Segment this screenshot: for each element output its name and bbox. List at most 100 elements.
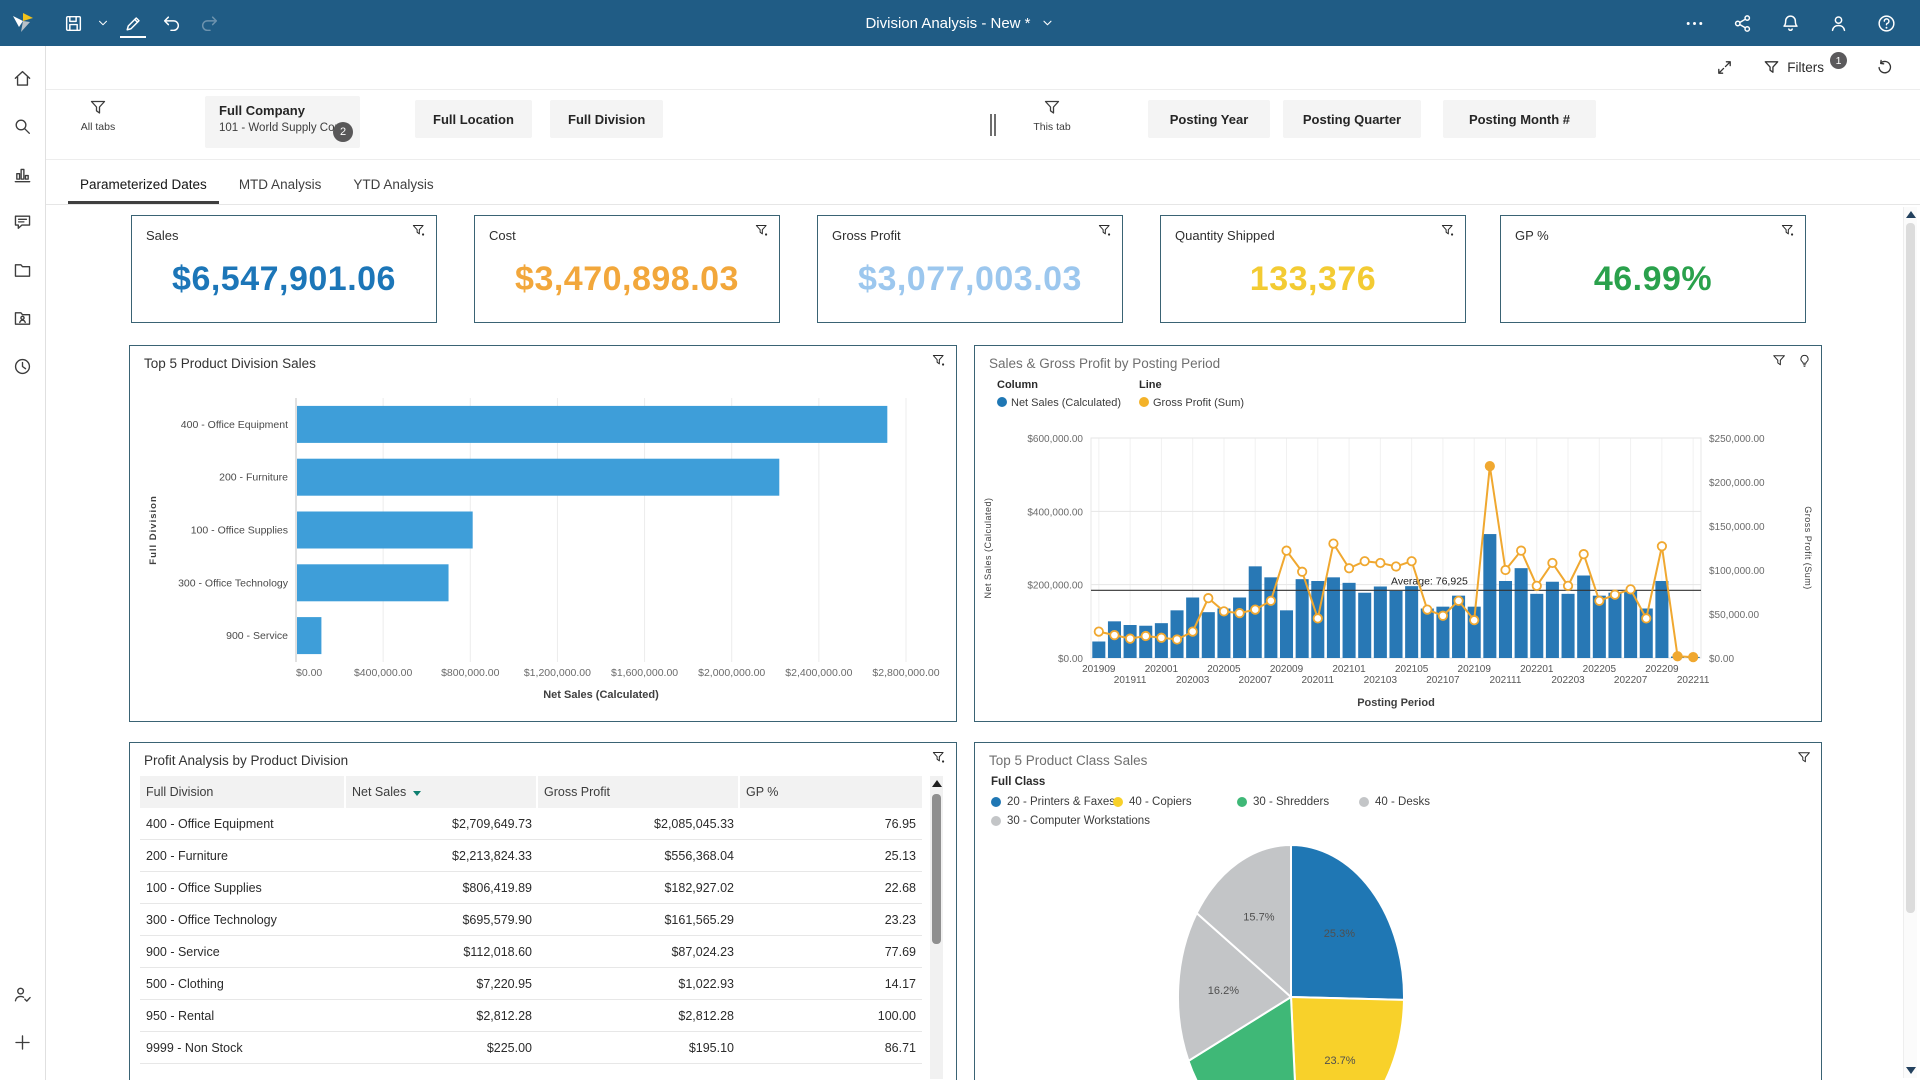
column-202204[interactable]: [1577, 575, 1591, 659]
line-point-202112[interactable]: [1516, 545, 1527, 556]
line-point-202004[interactable]: [1203, 593, 1214, 604]
dashboard-title-menu[interactable]: Division Analysis - New *: [865, 0, 1054, 46]
line-point-202010[interactable]: [1297, 566, 1308, 577]
line-point-202207[interactable]: [1625, 584, 1636, 595]
legend-item[interactable]: 30 - Computer Workstations: [991, 815, 1150, 827]
line-point-202002[interactable]: [1171, 634, 1183, 645]
column-202012[interactable]: [1326, 577, 1340, 658]
funnel-icon[interactable]: [1780, 223, 1797, 240]
kpi-card-grossprofit[interactable]: Gross Profit $3,077,003.03: [817, 215, 1123, 323]
combo-chart-card[interactable]: Sales & Gross Profit by Posting Period Co…: [974, 345, 1822, 722]
line-point-202206[interactable]: [1609, 589, 1621, 600]
filter-dock-splitter[interactable]: [988, 114, 998, 136]
table-row[interactable]: 300 - Office Technology $695,579.90 $161,5…: [140, 904, 922, 936]
sidebar-item-chat-icon[interactable]: [0, 198, 46, 246]
scroll-up-icon[interactable]: [1905, 211, 1916, 218]
pie-slice-40 - Desks[interactable]: [1176, 911, 1293, 1063]
sidebar-item-user-folder-icon[interactable]: [0, 294, 46, 342]
line-point-202102[interactable]: [1359, 556, 1370, 567]
line-point-202205[interactable]: [1594, 595, 1605, 606]
column-202102[interactable]: [1358, 592, 1372, 658]
pie-slice-20 - Printers & Faxes[interactable]: [1290, 843, 1406, 1001]
column-202103[interactable]: [1373, 586, 1387, 659]
column-202209[interactable]: [1655, 581, 1669, 658]
sidebar-item-search-icon[interactable]: [0, 102, 46, 150]
funnel-icon[interactable]: [931, 750, 948, 767]
bar-100 - Office Supplies[interactable]: [297, 511, 473, 549]
table-row[interactable]: 500 - Clothing $7,220.95 $1,022.93 14.17: [140, 968, 922, 1000]
column-202004[interactable]: [1201, 612, 1215, 658]
line-point-201912[interactable]: [1140, 630, 1151, 642]
scroll-up-icon[interactable]: [931, 780, 942, 787]
line-point-202009[interactable]: [1281, 545, 1292, 556]
column-202101[interactable]: [1342, 582, 1356, 658]
column-header-fulldivision[interactable]: Full Division: [140, 776, 344, 808]
bar-chart-card[interactable]: Top 5 Product Division Sales $0.00 $400,00…: [129, 345, 957, 722]
line-point-202202[interactable]: [1547, 557, 1558, 569]
funnel-icon[interactable]: [1097, 223, 1114, 240]
line-point-202007[interactable]: [1250, 604, 1261, 615]
pie-chart-svg[interactable]: 25.3% 23.7% 16.2% 15.7%: [975, 743, 1821, 1080]
edit-icon[interactable]: [114, 6, 152, 40]
line-point-202105[interactable]: [1406, 556, 1417, 567]
legend-item[interactable]: 30 - Shredders: [1237, 796, 1329, 808]
line-point-202011[interactable]: [1312, 613, 1323, 624]
notifications-icon[interactable]: [1766, 6, 1814, 40]
line-point-202204[interactable]: [1578, 549, 1589, 560]
funnel-icon[interactable]: [1771, 353, 1788, 370]
bar-chart-svg[interactable]: $0.00 $400,000.00 $800,000.00 $1,200,000.00…: [130, 380, 956, 721]
all-tabs-filter-scope[interactable]: All tabs: [68, 98, 128, 133]
column-202201[interactable]: [1530, 593, 1544, 658]
funnel-icon[interactable]: [754, 223, 771, 240]
combo-chart-svg[interactable]: Column Net Sales (Calculated) Line Gross Pr…: [975, 374, 1821, 721]
table-row[interactable]: 200 - Furniture $2,213,824.33 $556,368.04 2…: [140, 840, 922, 872]
column-202205[interactable]: [1592, 595, 1606, 658]
column-202207[interactable]: [1624, 590, 1638, 658]
column-202108[interactable]: [1452, 595, 1466, 658]
column-202203[interactable]: [1561, 593, 1575, 658]
table-row[interactable]: 100 - Office Supplies $806,419.89 $182,927…: [140, 872, 922, 904]
filter-pill-full-company[interactable]: Full Company 101 - World Supply Corpo2: [205, 96, 360, 148]
column-202002[interactable]: [1170, 610, 1184, 658]
kpi-card-cost[interactable]: Cost $3,470,898.03: [474, 215, 780, 323]
redo-icon[interactable]: [190, 6, 228, 40]
line-point-202101[interactable]: [1343, 563, 1355, 574]
table-scrollbar[interactable]: [930, 776, 943, 1079]
filter-pill-full-division[interactable]: Full Division: [550, 100, 664, 138]
line-point-202103[interactable]: [1375, 557, 1386, 569]
table-row[interactable]: 400 - Office Equipment $2,709,649.73 $2,08…: [140, 808, 922, 840]
line-point-201911[interactable]: [1125, 633, 1136, 644]
bar-200 - Furniture[interactable]: [297, 458, 780, 496]
column-201912[interactable]: [1139, 625, 1153, 658]
line-point-201909[interactable]: [1093, 626, 1104, 637]
column-202111[interactable]: [1498, 581, 1513, 658]
column-202005[interactable]: [1217, 608, 1231, 659]
profit-table-card[interactable]: Profit Analysis by Product Division Full …: [129, 742, 957, 1080]
more-icon[interactable]: [1670, 6, 1718, 40]
chevron-down-icon[interactable]: [92, 6, 114, 40]
line-point-202106[interactable]: [1422, 604, 1433, 615]
sidebar-item-plus-icon[interactable]: [0, 1018, 46, 1066]
this-tab-filter-scope[interactable]: This tab: [1022, 98, 1082, 133]
kpi-card-gp[interactable]: GP % 46.99%: [1500, 215, 1806, 323]
filters-button[interactable]: Filters 1: [1762, 52, 1847, 77]
bar-400 - Office Equipment[interactable]: [297, 405, 888, 443]
reset-icon[interactable]: [1875, 58, 1894, 77]
column-header-gp[interactable]: GP %: [740, 776, 922, 808]
sidebar-item-clock-icon[interactable]: [0, 342, 46, 390]
table-row[interactable]: 950 - Rental $2,812.28 $2,812.28 100.00: [140, 1000, 922, 1032]
undo-icon[interactable]: [152, 6, 190, 40]
column-header-netsales[interactable]: Net Sales: [346, 776, 536, 808]
line-point-202208[interactable]: [1641, 613, 1652, 624]
kpi-card-sales[interactable]: Sales $6,547,901.06: [131, 215, 437, 323]
funnel-icon[interactable]: [1440, 223, 1457, 240]
column-header-grossprofit[interactable]: Gross Profit: [538, 776, 738, 808]
insights-lightbulb-icon[interactable]: [1796, 353, 1813, 370]
column-202106[interactable]: [1420, 608, 1434, 659]
funnel-icon[interactable]: [931, 353, 948, 370]
scrollbar-thumb[interactable]: [1906, 223, 1915, 913]
pie-chart-card[interactable]: Top 5 Product Class Sales Full Class 20 - …: [974, 742, 1822, 1080]
line-point-201910[interactable]: [1109, 630, 1120, 641]
scroll-down-icon[interactable]: [1905, 1067, 1916, 1074]
column-202112[interactable]: [1514, 568, 1528, 658]
